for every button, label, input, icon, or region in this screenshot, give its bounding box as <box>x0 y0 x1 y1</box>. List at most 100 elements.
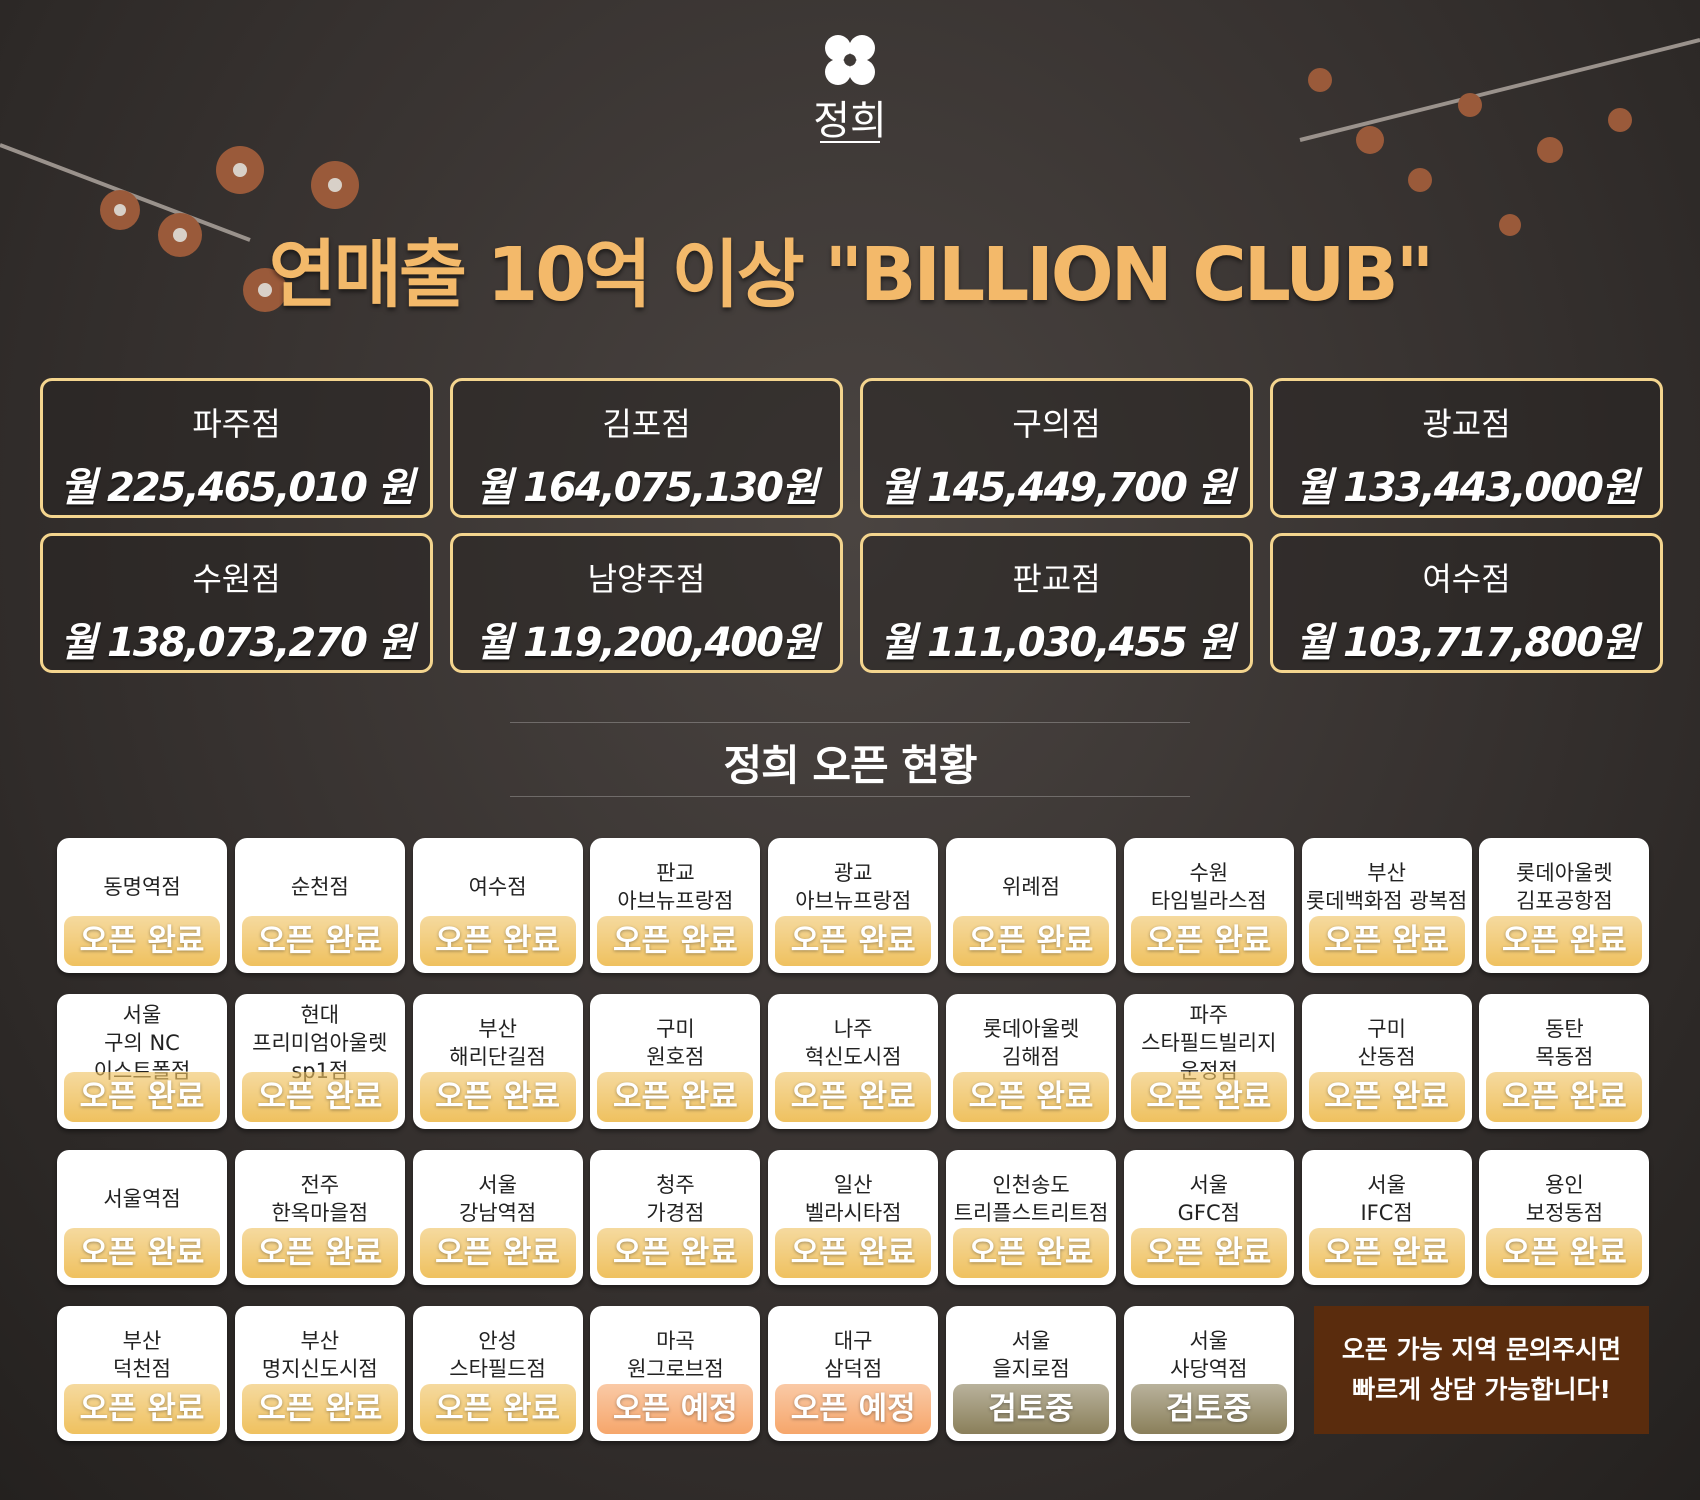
store-name: 롯데아울렛 김해점 <box>946 1002 1116 1084</box>
store-card: 파주 스타필드빌리지 운정점 오픈 완료 <box>1123 994 1294 1129</box>
store-name-line: 롯데아울렛 <box>1516 861 1613 885</box>
store-name: 서울 강남역점 <box>413 1158 583 1240</box>
status-badge: 오픈 완료 <box>419 1384 576 1434</box>
store-name-line: 광교 <box>833 861 873 885</box>
store-name-line: 부산 <box>478 1017 517 1041</box>
store-name-line: 아브뉴프랑점 <box>795 889 912 913</box>
store-card: 동명역점 오픈 완료 <box>57 838 227 973</box>
revenue-card: 파주점 월 225,465,010 원 <box>40 378 433 518</box>
store-name-line: 판교 <box>656 861 695 885</box>
revenue-amount: 월 111,030,455 원 <box>880 620 1234 666</box>
store-name-line: IFC점 <box>1360 1201 1413 1225</box>
store-name-line: 부산 <box>300 1329 340 1353</box>
status-badge: 오픈 완료 <box>1308 1228 1465 1278</box>
status-badge: 오픈 완료 <box>241 1228 398 1278</box>
store-name-line: 구미 <box>1367 1017 1406 1041</box>
store-card: 구미 산동점 오픈 완료 <box>1301 994 1472 1129</box>
title: 연매출 10억 이상 "BILLION CLUB" <box>268 232 1435 318</box>
store-name: 판교점 <box>1012 560 1101 598</box>
revenue-amount: 월 138,073,270 원 <box>60 620 414 666</box>
store-card: 부산 덕천점 오픈 완료 <box>57 1306 227 1441</box>
store-name: 여수점 <box>413 846 583 928</box>
status-badge: 오픈 예정 <box>597 1384 754 1434</box>
store-name: 동명역점 <box>57 846 227 928</box>
contact-text: 빠르게 상담 가능합니다! <box>1352 1375 1611 1404</box>
status-badge: 오픈 완료 <box>1130 916 1287 966</box>
store-name-line: 트리플스트리트점 <box>953 1201 1109 1225</box>
logo: 정희 <box>813 98 887 144</box>
store-name-line: 스타필드점 <box>449 1357 546 1381</box>
store-name-line: 타임빌라스점 <box>1150 889 1267 913</box>
store-name-line: 현대 <box>300 1003 340 1027</box>
store-card: 부산 롯데백화점 광복점 오픈 완료 <box>1301 838 1472 973</box>
store-name: 수원 타임빌라스점 <box>1124 846 1294 928</box>
store-name: 구미 원호점 <box>590 1002 760 1084</box>
store-name-line: 구미 <box>656 1017 695 1041</box>
store-name: 전주 한옥마을점 <box>235 1158 405 1240</box>
store-name: 서울 IFC점 <box>1302 1158 1472 1240</box>
store-card: 대구 삼덕점 오픈 예정 <box>768 1306 939 1441</box>
store-name-line: 스타필드빌리지 <box>1141 1031 1277 1055</box>
store-card: 마곡 원그로브점 오픈 예정 <box>590 1306 761 1441</box>
store-name-line: 인천송도 <box>992 1173 1070 1197</box>
status-badge: 오픈 완료 <box>1486 916 1643 966</box>
store-name-line: 목동점 <box>1535 1045 1594 1069</box>
store-name-line: 김해점 <box>1002 1045 1060 1069</box>
store-name: 수원점 <box>192 560 281 598</box>
revenue-amount: 월 164,075,130원 <box>476 465 818 511</box>
store-name-line: 서울 <box>122 1003 162 1027</box>
store-card: 안성 스타필드점 오픈 완료 <box>412 1306 583 1441</box>
store-name-line: 여수점 <box>468 875 527 899</box>
store-card: 서울 IFC점 오픈 완료 <box>1301 1150 1472 1285</box>
status-badge: 오픈 완료 <box>1486 1072 1643 1122</box>
store-name-line: 서울역점 <box>103 1187 181 1211</box>
store-card: 부산 명지신도시점 오픈 완료 <box>234 1306 405 1441</box>
status-badge: 검토중 <box>953 1384 1109 1434</box>
decoration <box>0 35 1700 312</box>
revenue-amount: 월 103,717,800원 <box>1296 620 1638 666</box>
store-name-line: 한옥마을점 <box>271 1201 369 1225</box>
store-name: 서울 을지로점 <box>946 1314 1116 1396</box>
store-name-line: 을지로점 <box>992 1357 1070 1381</box>
store-card: 구미 원호점 오픈 완료 <box>590 994 761 1129</box>
store-name: 일산 벨라시타점 <box>768 1158 938 1240</box>
store-card: 청주 가경점 오픈 완료 <box>590 1150 761 1285</box>
store-name-line: 명지신도시점 <box>261 1357 378 1381</box>
store-name-line: 동명역점 <box>103 875 181 899</box>
store-name: 대구 삼덕점 <box>768 1314 938 1396</box>
store-name-line: 부산 <box>122 1329 162 1353</box>
store-name: 나주 혁신도시점 <box>768 1002 938 1084</box>
store-card: 판교 아브뉴프랑점 오픈 완료 <box>590 838 761 973</box>
logo-mark <box>825 35 875 85</box>
store-name: 파주점 <box>192 405 281 443</box>
store-name-line: 서울 <box>1189 1173 1229 1197</box>
store-name: 김포점 <box>602 405 691 443</box>
store-name-line: 원그로브점 <box>627 1357 724 1381</box>
contact-text: 오픈 가능 지역 문의주시면 <box>1341 1335 1622 1364</box>
store-card: 서울 사당역점 검토중 <box>1123 1306 1294 1441</box>
store-card: 롯데아울렛 김해점 오픈 완료 <box>946 994 1116 1129</box>
status-badge: 오픈 완료 <box>597 1228 754 1278</box>
status-badge: 오픈 완료 <box>775 916 932 966</box>
store-name-line: 위례점 <box>1002 875 1060 899</box>
store-name-line: 서울 <box>1189 1329 1229 1353</box>
divider <box>510 722 1190 723</box>
store-name-line: 구의 NC <box>104 1031 180 1055</box>
store-name-line: 김포공항점 <box>1516 889 1613 913</box>
store-name-line: 덕천점 <box>113 1357 171 1381</box>
store-name: 구의점 <box>1012 405 1101 443</box>
store-name-line: 용인 <box>1545 1173 1584 1197</box>
store-name: 현대 프리미엄아울렛 sp1점 <box>235 1002 405 1084</box>
store-name: 서울역점 <box>57 1158 227 1240</box>
store-card: 수원 타임빌라스점 오픈 완료 <box>1123 838 1294 973</box>
store-name: 판교 아브뉴프랑점 <box>590 846 760 928</box>
status-badge: 오픈 완료 <box>953 916 1109 966</box>
blossoms <box>0 38 1700 312</box>
store-card: 서울 을지로점 검토중 <box>946 1306 1116 1441</box>
status-badge: 검토중 <box>1130 1384 1287 1434</box>
store-name: 구미 산동점 <box>1302 1002 1472 1084</box>
store-card: 서울역점 오픈 완료 <box>57 1150 227 1285</box>
